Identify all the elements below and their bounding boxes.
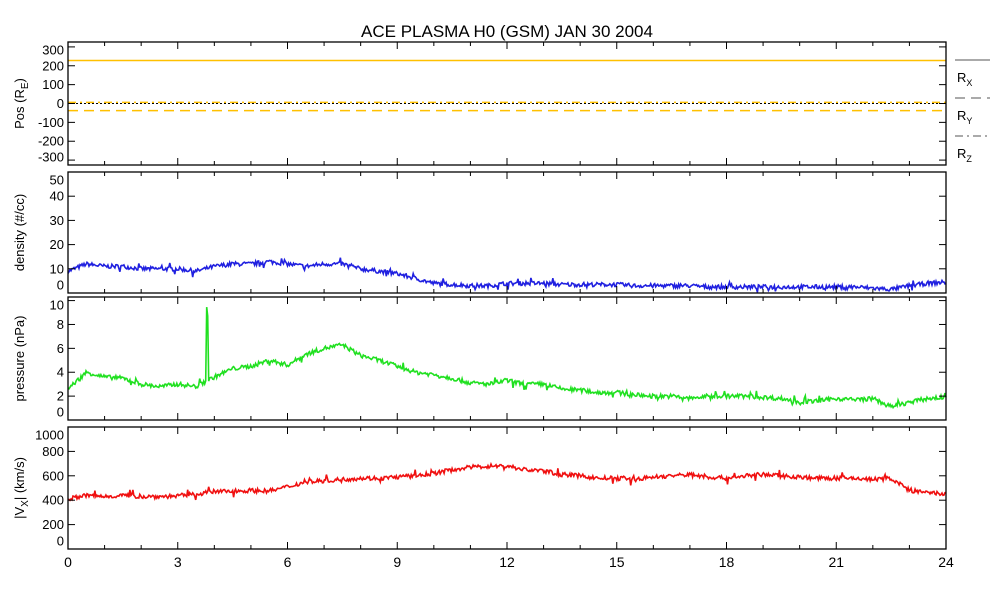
y-tick-label: 0: [57, 405, 64, 420]
y-axis-label: |VX| (km/s): [12, 457, 31, 519]
x-tick-label: 18: [719, 554, 735, 570]
y-tick-label: -100: [38, 115, 64, 130]
y-tick-label: 6: [57, 341, 64, 356]
y-tick-label: -300: [38, 150, 64, 165]
y-tick-label: 2: [57, 389, 64, 404]
panel-frame: [67, 426, 947, 550]
y-tick-label: 400: [42, 493, 64, 508]
x-tick-label: 0: [64, 554, 72, 570]
series-Vx: [67, 461, 947, 502]
y-tick-label: 800: [42, 444, 64, 459]
y-tick-label: 10: [50, 261, 64, 276]
y-tick-label: 30: [50, 213, 64, 228]
y-tick-label: 0: [57, 96, 64, 111]
y-tick-label: 300: [42, 43, 64, 58]
y-tick-label: 0: [57, 278, 64, 293]
y-tick-label: 1000: [35, 428, 64, 443]
y-tick-label: 0: [57, 534, 64, 549]
chart-title: ACE PLASMA H0 (GSM) JAN 30 2004: [361, 22, 653, 41]
y-tick-label: 40: [50, 189, 64, 204]
y-tick-label: 50: [50, 173, 64, 188]
y-tick-label: 8: [57, 317, 64, 332]
x-tick-label: 24: [938, 554, 954, 570]
y-tick-label: 10: [50, 298, 64, 313]
y-axis-label: density (#/cc): [12, 194, 27, 271]
y-axis-label: pressure (nPa): [12, 316, 27, 402]
series-pressure: [67, 307, 947, 410]
y-tick-label: -200: [38, 134, 64, 149]
y-tick-label: 20: [50, 237, 64, 252]
x-tick-label: 15: [609, 554, 625, 570]
y-tick-label: 100: [42, 77, 64, 92]
y-tick-label: 200: [42, 517, 64, 532]
legend-label: RY: [957, 108, 972, 126]
y-tick-label: 4: [57, 365, 64, 380]
x-tick-label: 6: [284, 554, 292, 570]
legend-label: RX: [957, 70, 972, 88]
y-tick-label: 200: [42, 58, 64, 73]
series-density: [67, 257, 947, 293]
y-axis-label: Pos (RE): [12, 78, 31, 129]
panel-2: 10 8 6 4 20 pressure (nPa): [12, 296, 947, 421]
legend-label: RZ: [957, 146, 972, 164]
y-tick-label: 600: [42, 468, 64, 483]
x-tick-label: 12: [499, 554, 515, 570]
x-tick-label: 21: [828, 554, 844, 570]
x-tick-label: 9: [393, 554, 401, 570]
panel-frame: [67, 171, 947, 294]
x-tick-label: 3: [174, 554, 182, 570]
